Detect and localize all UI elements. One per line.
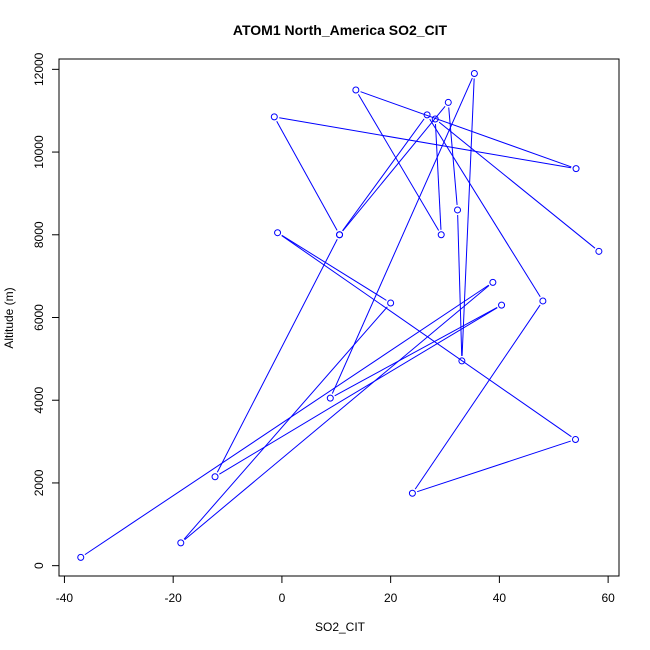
series-segment <box>279 117 572 169</box>
data-point <box>470 69 478 77</box>
y-tick-label: 8000 <box>32 221 46 248</box>
data-point <box>423 111 431 119</box>
x-axis-label: SO2_CIT <box>315 620 366 634</box>
y-axis-label: Altitude (m) <box>2 287 16 348</box>
x-tick-label: 60 <box>601 591 615 605</box>
x-axis: -40 -20 0 20 40 60 <box>56 575 615 605</box>
y-tick-label: 6000 <box>32 304 46 331</box>
data-point <box>458 357 466 365</box>
series-segment <box>429 118 541 297</box>
data-point <box>437 231 445 239</box>
series-segment <box>360 91 572 168</box>
series-points <box>77 69 603 561</box>
series-segment <box>331 77 473 394</box>
x-tick-label: -20 <box>165 591 183 605</box>
data-point <box>177 539 185 547</box>
series-segment <box>416 440 571 493</box>
data-point <box>444 98 452 106</box>
series-segment <box>414 304 541 490</box>
series-segment <box>276 121 338 231</box>
y-tick-label: 10000 <box>32 135 46 169</box>
data-point <box>498 301 506 309</box>
x-tick-label: 40 <box>493 591 507 605</box>
chart-title: ATOM1 North_America SO2_CIT <box>233 22 448 38</box>
data-point <box>572 436 579 444</box>
data-point <box>489 278 497 286</box>
data-point <box>431 115 439 123</box>
series-segment <box>357 94 440 231</box>
series-segment <box>342 105 446 232</box>
y-tick-label: 2000 <box>32 469 46 496</box>
x-tick-label: 0 <box>279 591 286 605</box>
series-segment <box>457 214 463 356</box>
series-segment <box>281 235 572 438</box>
series-segment <box>434 123 442 230</box>
plot-frame <box>58 58 620 577</box>
data-point <box>211 473 219 481</box>
data-point <box>539 297 547 305</box>
series-segment <box>183 306 388 540</box>
data-point <box>595 247 603 255</box>
data-point <box>454 206 462 214</box>
data-point <box>274 229 282 237</box>
x-tick-label: -40 <box>56 591 74 605</box>
y-tick-label: 12000 <box>32 52 46 86</box>
y-tick-label: 4000 <box>32 387 46 414</box>
series-segment <box>461 78 475 356</box>
data-point <box>572 165 580 173</box>
series-lines <box>84 77 596 556</box>
series-segment <box>334 307 498 397</box>
data-point <box>326 394 334 402</box>
data-point <box>352 86 360 94</box>
series-segment <box>84 284 489 556</box>
data-point <box>336 231 344 239</box>
data-point <box>408 489 416 497</box>
data-point <box>387 299 395 307</box>
series-segment <box>342 118 425 232</box>
y-tick-label: 0 <box>32 562 46 569</box>
series-segment <box>219 307 498 475</box>
y-axis: 0 2000 4000 6000 8000 10000 12000 <box>32 52 60 569</box>
series-segment <box>281 234 387 301</box>
data-point <box>77 553 85 561</box>
x-tick-label: 20 <box>384 591 398 605</box>
data-point <box>270 113 278 121</box>
series-segment <box>184 285 490 541</box>
series-segment <box>438 121 596 249</box>
series-segment <box>216 239 338 473</box>
